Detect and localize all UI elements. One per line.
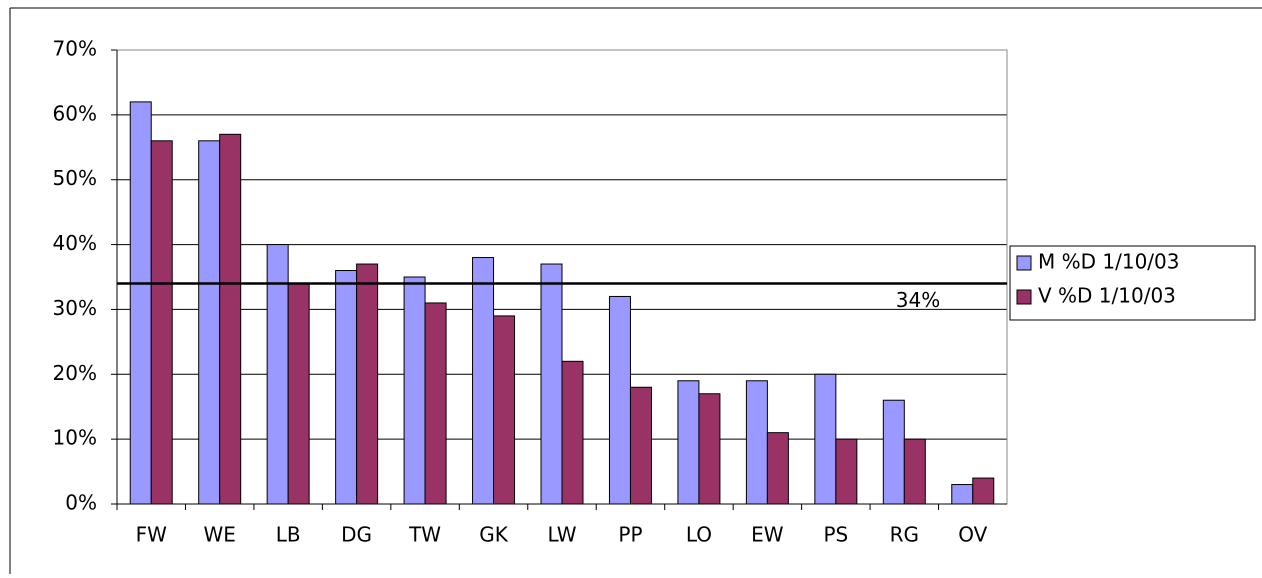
bar [540, 263, 563, 505]
bar [677, 380, 700, 505]
bar [287, 282, 310, 505]
legend-label: M %D 1/10/03 [1038, 250, 1179, 274]
bar [335, 270, 358, 505]
bar [129, 101, 152, 505]
y-tick-label: 30% [53, 296, 97, 320]
y-tick-label: 10% [53, 426, 97, 450]
legend-swatch [1016, 255, 1032, 271]
y-tick-label: 40% [53, 231, 97, 255]
legend-label: V %D 1/10/03 [1038, 284, 1176, 308]
bar [882, 399, 905, 505]
x-tick-label: WE [203, 523, 235, 547]
bar [356, 263, 379, 505]
x-tick-label: PS [823, 523, 848, 547]
x-tick-label: GK [479, 523, 508, 547]
legend-box [1009, 245, 1256, 321]
x-tick-label: RG [890, 523, 919, 547]
bar [198, 140, 221, 505]
bar [698, 393, 721, 505]
x-tick-label: TW [408, 523, 441, 547]
bar [424, 302, 447, 505]
x-tick-label: OV [958, 523, 987, 547]
reference-label: 34% [896, 288, 940, 312]
bar [493, 315, 516, 505]
y-tick-label: 0% [65, 491, 97, 515]
x-tick-label: LB [276, 523, 301, 547]
bar [561, 360, 584, 505]
y-tick-label: 20% [53, 361, 97, 385]
y-tick-label: 60% [53, 101, 97, 125]
bar [903, 438, 926, 505]
x-tick-label: LW [547, 523, 576, 547]
bar [745, 380, 768, 505]
y-tick-label: 50% [53, 166, 97, 190]
x-tick-label: LO [686, 523, 712, 547]
x-tick-label: PP [618, 523, 642, 547]
bar [629, 386, 652, 505]
bar [814, 373, 837, 505]
bar [608, 295, 631, 505]
bar [150, 140, 173, 505]
bar [972, 477, 995, 505]
bar [766, 432, 789, 505]
legend-swatch [1016, 289, 1032, 305]
x-tick-label: EW [751, 523, 784, 547]
bar [403, 276, 426, 505]
x-tick-label: FW [136, 523, 168, 547]
bar [472, 257, 495, 505]
bar [219, 133, 242, 505]
y-tick-label: 70% [53, 37, 97, 61]
bar [951, 484, 974, 505]
x-tick-label: DG [341, 523, 372, 547]
bar [835, 438, 858, 505]
